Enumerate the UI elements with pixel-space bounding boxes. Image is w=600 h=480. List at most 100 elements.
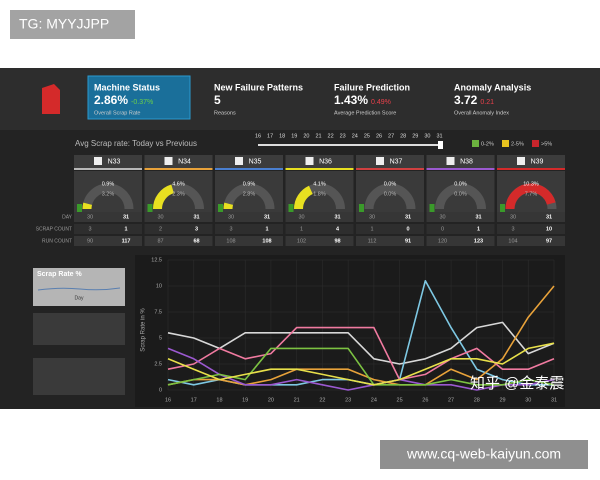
table-row [426,224,495,234]
machine-name: N33 [108,158,121,165]
gauge-base-mark [288,204,294,212]
gauge-base-mark [500,204,505,212]
checkbox[interactable] [446,157,455,165]
table-cell: 10 [546,226,552,232]
gauge-previous: 7.7% [525,191,538,197]
checkbox[interactable] [94,157,102,165]
y-tick-label: 12.5 [151,257,162,263]
slider-label: 21 [315,133,321,139]
logo-icon [42,84,60,114]
slider-handle[interactable] [438,141,443,149]
x-tick-label: 23 [345,397,351,403]
slider-label: 17 [267,133,273,139]
gauge-value [82,202,93,210]
table-row [215,212,283,222]
table-cell: 30 [157,214,163,220]
x-tick-label: 16 [165,397,171,403]
kpi-subtitle: Reasons [214,110,236,116]
table-row [144,212,213,222]
footer-box [380,440,588,469]
x-tick-label: 29 [499,397,505,403]
gauge-base-mark [77,204,82,212]
y-axis-label: Scrap Rate in % [141,308,147,352]
gauge-base-mark [218,204,223,212]
slider-label: 28 [400,133,406,139]
table-cell: 1 [370,226,373,232]
table-cell: 4 [336,226,340,232]
watermark: 知乎 @金泰震 [470,375,564,392]
table-row [497,236,565,246]
table-cell: 117 [122,238,131,244]
table-cell: 87 [157,238,163,244]
table-cell: 91 [405,238,411,244]
checkbox[interactable] [376,157,384,165]
slider-label: 18 [279,133,285,139]
table-cell: 3 [229,226,232,232]
x-tick-label: 28 [474,397,480,403]
table-cell: 3 [511,226,514,232]
slider-label: 20 [303,133,309,139]
sidebar-thumb[interactable] [33,313,125,345]
table-cell: 31 [123,214,129,220]
x-tick-label: 31 [551,397,557,403]
checkbox[interactable] [235,157,243,165]
table-cell: 0 [406,226,409,232]
machine-underline [426,168,495,170]
gauge-today: 0.9% [243,181,256,187]
slider-label: 16 [255,133,261,139]
slider-label: 25 [364,133,370,139]
table-row [144,236,213,246]
gauge-previous: 0.0% [454,191,467,197]
table-cell: 30 [298,214,304,220]
x-tick-label: 17 [191,397,197,403]
table-row [497,212,565,222]
x-tick-label: 22 [319,397,325,403]
machine-name: N37 [390,158,403,165]
slider-label: 31 [436,133,442,139]
table-cell: 31 [405,214,411,220]
row-label: SCRAP COUNT [36,226,72,232]
x-tick-label: 24 [371,397,377,403]
table-cell: 30 [87,214,93,220]
gauge-today: 4.1% [313,181,326,187]
table-cell: 1 [265,226,268,232]
kpi-delta: 0.21 [480,99,494,106]
table-row [285,236,354,246]
table-cell: 31 [334,214,340,220]
machine-name: N39 [531,158,544,165]
sidebar-thumb[interactable] [33,358,125,395]
kpi-title: Machine Status [94,82,160,92]
table-cell: 102 [297,238,306,244]
table-cell: 90 [87,238,93,244]
machine-underline [285,168,354,170]
legend-swatch [502,140,509,147]
checkbox[interactable] [305,157,314,165]
kpi-title: Anomaly Analysis [454,82,531,92]
table-cell: 31 [546,214,552,220]
table-cell: 30 [228,214,234,220]
sidebar-selected[interactable] [33,268,125,306]
machine-underline [215,168,283,170]
table-cell: 30 [369,214,375,220]
machine-underline [144,168,213,170]
gauge-value [153,184,175,210]
machine-name: N38 [460,158,473,165]
machine-header [285,155,354,168]
table-cell: 3 [195,226,198,232]
table-row [356,212,424,222]
checkbox[interactable] [517,157,525,165]
gauge-base-mark [359,204,364,212]
table-row [144,224,213,234]
series-line [167,326,555,381]
kpi-selected[interactable] [87,75,191,120]
table-cell: 30 [510,214,516,220]
sidebar-spark [37,287,121,291]
table-row [285,224,354,234]
gauge-track [82,183,134,210]
checkbox[interactable] [164,157,173,165]
gauge-previous: 2.8% [243,191,256,197]
table-row [497,224,565,234]
kpi-subtitle: Average Prediction Score [334,110,396,116]
table-cell: 98 [334,238,340,244]
machine-header [215,155,283,168]
